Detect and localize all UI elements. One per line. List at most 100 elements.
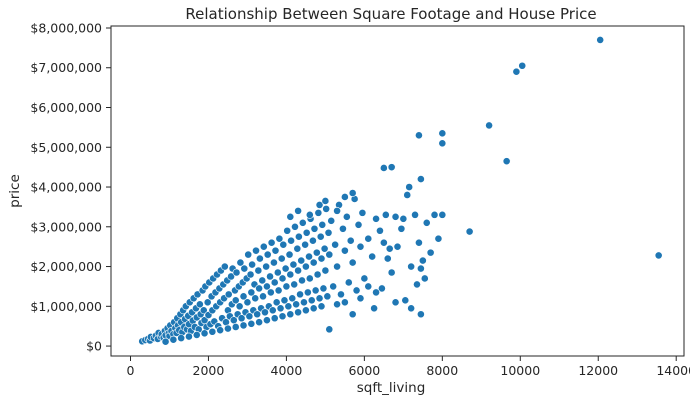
data-point	[512, 67, 521, 76]
data-point	[438, 139, 447, 148]
y-tick-label: $6,000,000	[30, 100, 102, 115]
data-point	[415, 238, 423, 247]
data-point	[268, 306, 277, 315]
data-point	[200, 329, 209, 338]
data-point	[356, 242, 365, 251]
data-point	[340, 246, 349, 255]
data-point	[220, 262, 229, 271]
data-point	[310, 224, 319, 233]
data-point	[239, 292, 248, 301]
data-point	[298, 218, 307, 227]
data-point	[438, 210, 447, 219]
data-point	[199, 306, 208, 315]
data-point	[370, 304, 379, 313]
data-point	[294, 206, 302, 215]
data-point	[273, 268, 282, 277]
data-point	[348, 310, 357, 319]
data-point	[407, 304, 416, 313]
data-point	[387, 268, 396, 277]
data-point	[262, 262, 271, 271]
data-point	[281, 264, 290, 273]
data-point	[368, 252, 377, 261]
data-point	[438, 129, 447, 138]
data-point	[465, 227, 474, 236]
data-point	[413, 280, 421, 289]
data-point	[397, 224, 406, 233]
data-point	[346, 236, 355, 245]
y-tick-label: $3,000,000	[30, 219, 102, 234]
data-point	[348, 258, 357, 267]
data-point	[291, 222, 299, 231]
x-tick-label: 10000	[500, 363, 540, 378]
data-point	[247, 288, 256, 297]
data-point	[416, 175, 425, 183]
data-point	[312, 248, 321, 257]
data-point	[278, 274, 287, 283]
x-axis-label: sqft_living	[357, 380, 426, 396]
data-point	[372, 214, 380, 223]
data-point	[259, 242, 268, 251]
data-point	[296, 290, 304, 299]
data-point	[227, 272, 235, 281]
data-point	[237, 314, 246, 323]
data-point	[286, 212, 295, 221]
data-point	[393, 242, 402, 251]
data-point	[327, 216, 336, 225]
data-point	[252, 246, 260, 255]
data-point	[161, 337, 170, 346]
data-point	[240, 264, 249, 273]
data-point	[313, 270, 322, 279]
data-point	[254, 266, 263, 275]
data-point	[195, 300, 204, 309]
data-point	[263, 316, 271, 325]
x-tick-label: 2000	[193, 363, 225, 378]
data-point	[286, 310, 295, 319]
data-point	[430, 210, 439, 219]
data-point	[224, 324, 232, 333]
data-point	[518, 61, 527, 70]
data-point	[348, 189, 357, 197]
data-point	[278, 312, 287, 321]
data-point	[298, 276, 306, 285]
data-point	[248, 260, 257, 269]
data-point	[344, 278, 353, 287]
data-point	[422, 218, 431, 227]
data-point	[231, 296, 240, 305]
data-point	[216, 326, 225, 335]
data-point	[305, 210, 314, 219]
data-point	[315, 201, 324, 209]
data-point	[274, 286, 283, 295]
y-tick-label: $4,000,000	[30, 180, 102, 195]
data-point	[275, 234, 284, 243]
data-point	[415, 131, 423, 140]
data-point	[261, 308, 269, 317]
data-point	[319, 284, 328, 293]
data-point	[239, 321, 248, 330]
data-point	[203, 298, 212, 307]
data-point	[416, 310, 425, 319]
data-point	[272, 298, 281, 307]
data-point	[177, 334, 186, 343]
data-point	[485, 121, 493, 130]
data-point	[253, 310, 262, 319]
data-point	[314, 208, 323, 217]
data-point	[243, 298, 252, 307]
data-point	[290, 280, 299, 289]
data-point	[315, 294, 324, 303]
data-point	[285, 250, 294, 259]
data-point	[305, 274, 314, 283]
data-point	[333, 300, 341, 309]
data-point	[224, 290, 233, 299]
data-point	[307, 296, 316, 305]
data-point	[391, 298, 400, 307]
data-point	[301, 240, 310, 249]
data-point	[401, 296, 410, 305]
data-point	[288, 294, 297, 303]
y-tick-label: $8,000,000	[30, 20, 102, 35]
data-point	[245, 312, 254, 321]
x-tick-label: 12000	[578, 363, 618, 378]
data-point	[376, 226, 384, 235]
y-tick-label: $2,000,000	[30, 259, 102, 274]
data-point	[337, 290, 345, 299]
data-point	[381, 210, 390, 219]
